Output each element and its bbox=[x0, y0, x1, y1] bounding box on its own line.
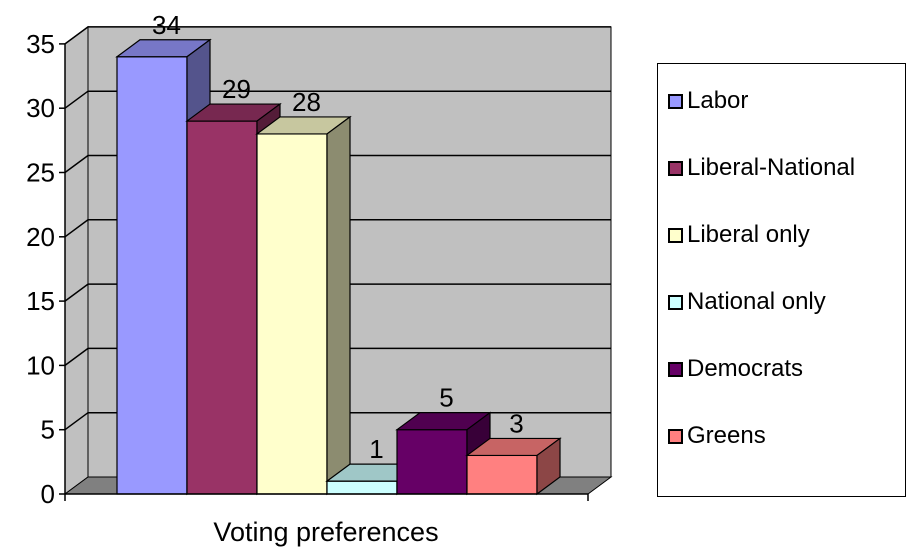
y-tick-label: 30 bbox=[26, 93, 55, 123]
bar-front bbox=[466, 454, 538, 495]
legend-label: Labor bbox=[687, 87, 749, 114]
legend-item: Liberal-National bbox=[668, 153, 855, 183]
gridline bbox=[64, 154, 611, 174]
data-labels: 34 29 28 1 5 3 bbox=[152, 10, 524, 464]
legend-item: Greens bbox=[668, 421, 766, 451]
legend-swatch bbox=[668, 428, 683, 444]
legend-swatch bbox=[668, 93, 683, 109]
legend-item: National only bbox=[668, 287, 826, 317]
bar-front bbox=[256, 133, 328, 495]
data-label: 28 bbox=[292, 87, 321, 117]
gridline bbox=[64, 90, 611, 109]
data-label: 5 bbox=[439, 383, 453, 413]
gridline bbox=[64, 283, 611, 302]
gridlines bbox=[64, 26, 611, 431]
data-label: 34 bbox=[152, 10, 181, 40]
bar bbox=[255, 115, 352, 496]
bar-side bbox=[536, 437, 561, 496]
bar-front bbox=[396, 429, 468, 495]
data-label: 3 bbox=[509, 408, 523, 438]
legend-label: Democrats bbox=[687, 355, 804, 382]
legend: Labor Liberal-National Liberal only Nationa… bbox=[657, 63, 906, 497]
bar-front bbox=[186, 120, 258, 495]
legend-swatch bbox=[668, 160, 683, 176]
y-tick-label: 0 bbox=[41, 479, 55, 509]
legend-item: Democrats bbox=[668, 354, 803, 384]
gridline bbox=[64, 347, 611, 367]
y-tick-label: 15 bbox=[26, 286, 55, 316]
y-tick-label: 5 bbox=[41, 415, 55, 445]
legend-label: Liberal-National bbox=[687, 154, 856, 181]
y-tick-label: 10 bbox=[26, 350, 55, 380]
y-tick-label: 25 bbox=[26, 158, 55, 188]
legend-label: Greens bbox=[687, 422, 766, 449]
legend-swatch bbox=[668, 294, 683, 310]
gridline bbox=[64, 26, 611, 45]
bar-front bbox=[326, 480, 398, 495]
gridline bbox=[64, 219, 611, 238]
data-label: 1 bbox=[369, 434, 383, 464]
legend-label: National only bbox=[687, 288, 826, 315]
legend-label: Liberal only bbox=[687, 221, 810, 248]
x-axis-title: Voting preferences bbox=[213, 517, 438, 547]
y-tick-label: 35 bbox=[26, 29, 55, 59]
legend-swatch bbox=[668, 227, 683, 243]
data-label: 29 bbox=[222, 74, 251, 104]
legend-item: Labor bbox=[668, 86, 748, 116]
legend-item: Liberal only bbox=[668, 220, 810, 250]
y-tick-label: 20 bbox=[26, 222, 55, 252]
bar bbox=[465, 437, 562, 496]
bar-front bbox=[116, 56, 188, 495]
bar-side bbox=[326, 115, 351, 496]
legend-swatch bbox=[668, 361, 683, 377]
side-wall bbox=[64, 25, 89, 495]
bars bbox=[115, 38, 562, 496]
